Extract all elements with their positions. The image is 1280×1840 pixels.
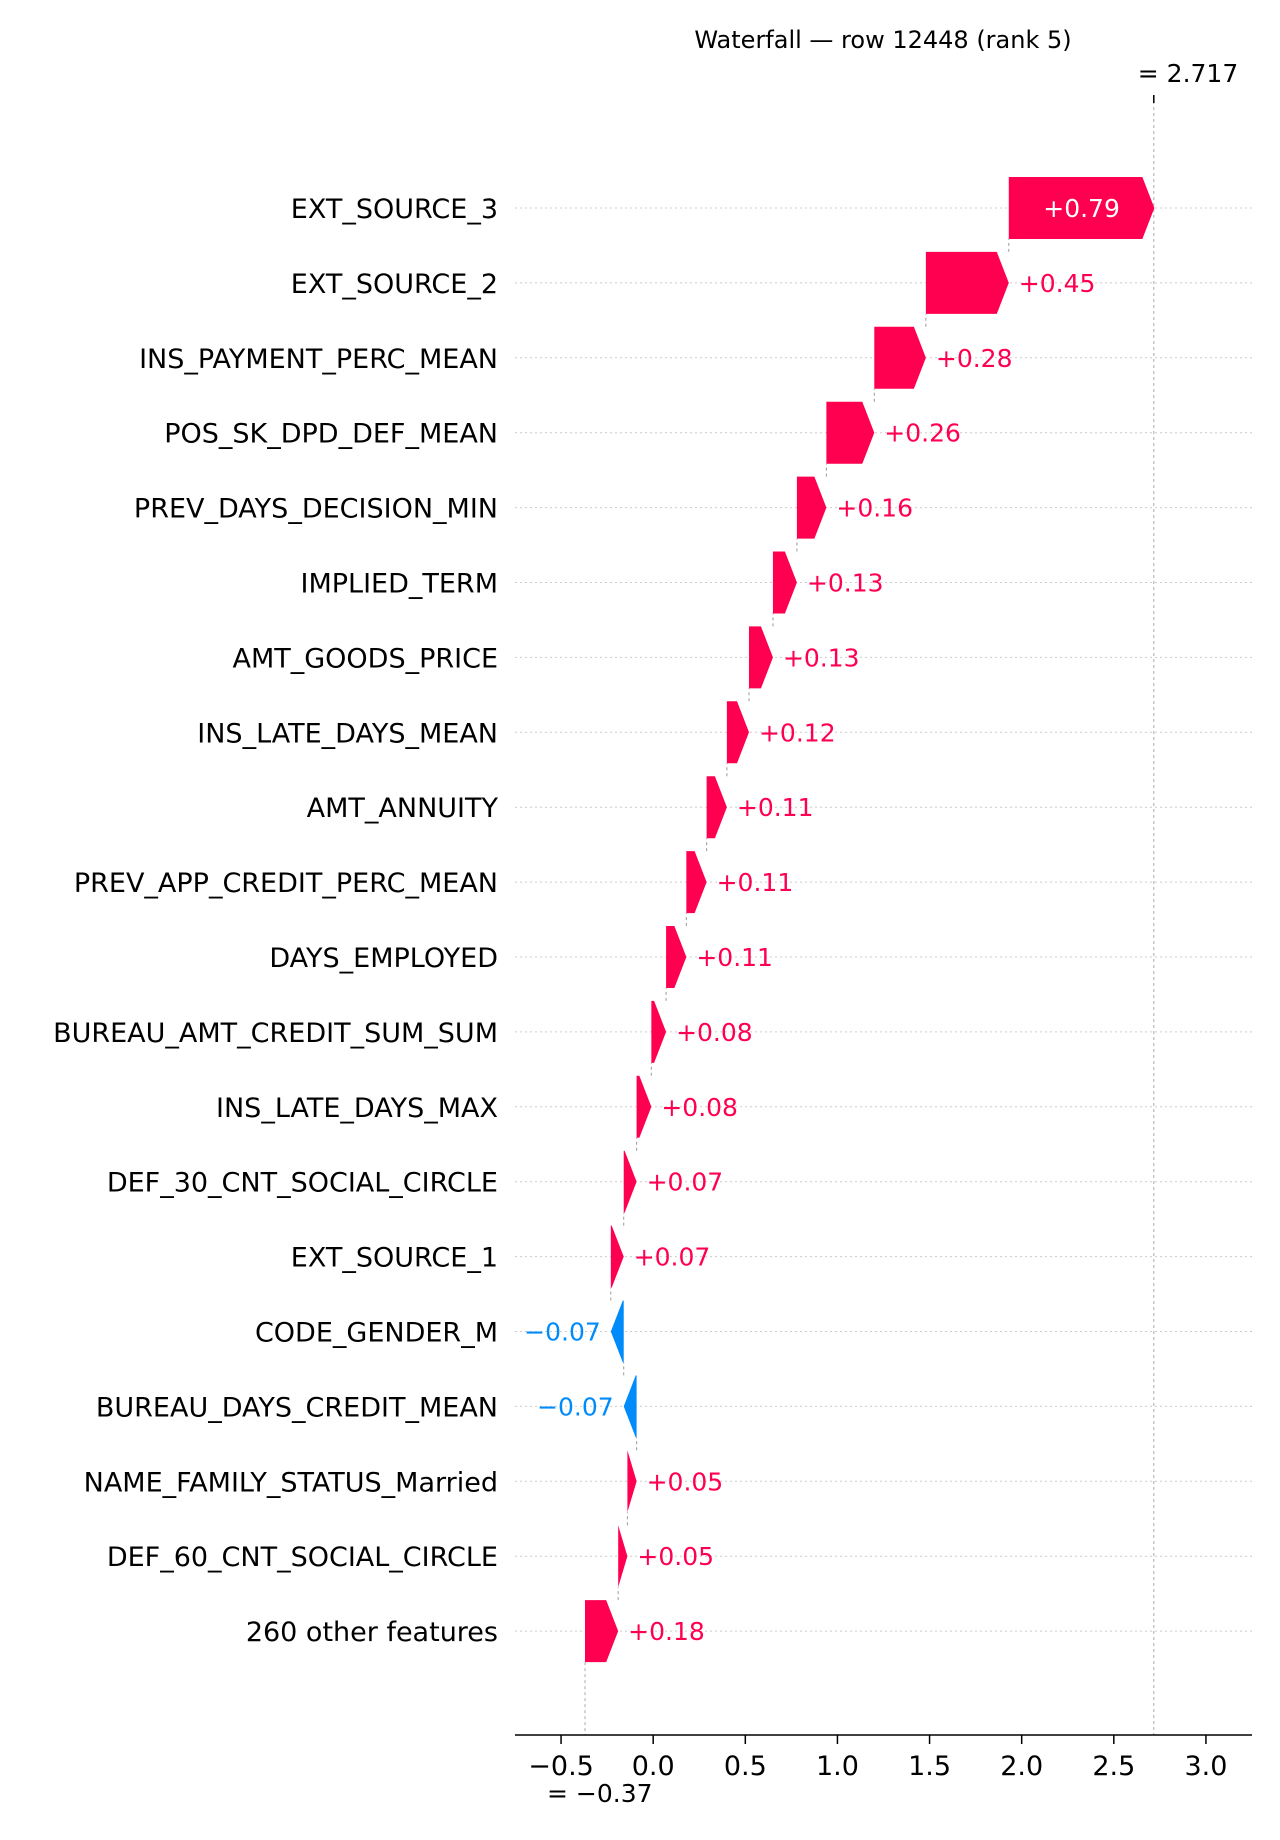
- bar-value-label: +0.26: [884, 419, 961, 448]
- feature-label: DEF_60_CNT_SOCIAL_CIRCLE: [107, 1542, 498, 1573]
- connector-lines: [584, 95, 1155, 1735]
- x-tick-label: −0.5: [528, 1751, 594, 1782]
- x-axis: −0.5 0.0 0.5 1.0 1.5 2.0 2.5 3.0: [515, 1734, 1252, 1782]
- bar-value-label: +0.28: [936, 344, 1013, 373]
- feature-label: PREV_APP_CREDIT_PERC_MEAN: [74, 868, 498, 899]
- feature-label: DEF_30_CNT_SOCIAL_CIRCLE: [107, 1168, 498, 1199]
- bar-value-label: −0.07: [537, 1392, 614, 1421]
- waterfall-bar: [706, 776, 727, 839]
- feature-label: NAME_FAMILY_STATUS_Married: [84, 1467, 498, 1498]
- feature-label: BUREAU_DAYS_CREDIT_MEAN: [96, 1392, 498, 1423]
- bar-value-label: +0.16: [836, 494, 913, 523]
- bar-value-label: +0.07: [634, 1243, 711, 1272]
- bar-value-label: +0.05: [637, 1542, 714, 1571]
- feature-label: AMT_ANNUITY: [307, 793, 499, 824]
- feature-label: PREV_DAYS_DECISION_MIN: [134, 494, 498, 525]
- feature-label: BUREAU_AMT_CREDIT_SUM_SUM: [53, 1018, 498, 1049]
- bar-value-label: +0.11: [696, 943, 773, 972]
- feature-label: IMPLIED_TERM: [300, 569, 498, 600]
- bar-value-label: +0.08: [661, 1093, 738, 1122]
- feature-label: EXT_SOURCE_3: [291, 194, 498, 225]
- bar-value-label: +0.45: [1019, 269, 1096, 298]
- waterfall-bar: [618, 1525, 628, 1588]
- feature-label: POS_SK_DPD_DEF_MEAN: [164, 419, 498, 450]
- bar-value-label: +0.07: [647, 1168, 724, 1197]
- final-value-label: = 2.717: [1138, 59, 1238, 88]
- feature-label: 260 other features: [246, 1617, 498, 1648]
- waterfall-bar: [772, 551, 797, 614]
- waterfall-bar: [874, 326, 926, 389]
- bar-value-label: +0.12: [759, 718, 836, 747]
- bar-value-label: +0.11: [717, 868, 794, 897]
- waterfall-bar: [623, 1150, 637, 1213]
- bar-value-label: +0.11: [737, 793, 814, 822]
- feature-label: AMT_GOODS_PRICE: [232, 643, 498, 674]
- bar-value-label: +0.18: [628, 1617, 705, 1646]
- bar-value-label: +0.13: [783, 643, 860, 672]
- waterfall-bar: [666, 926, 687, 988]
- feature-label: CODE_GENDER_M: [255, 1318, 498, 1349]
- bar-value-label: −0.07: [524, 1318, 601, 1347]
- fx-markers: = 2.717 = −0.37: [547, 59, 1238, 1808]
- x-tick-label: 1.5: [908, 1751, 951, 1782]
- bar-value-label: +0.05: [647, 1467, 724, 1496]
- waterfall-bar: [610, 1225, 624, 1288]
- x-tick-label: 0.0: [632, 1751, 675, 1782]
- x-tick-label: 2.0: [1000, 1751, 1043, 1782]
- x-tick-label: 1.0: [816, 1751, 859, 1782]
- waterfall-bar: [627, 1450, 637, 1513]
- feature-label: INS_PAYMENT_PERC_MEAN: [139, 344, 498, 375]
- waterfall-bar: [796, 476, 827, 539]
- bar-value-label: +0.79: [1043, 194, 1120, 223]
- waterfall-bar: [585, 1600, 619, 1663]
- waterfall-bar: [610, 1300, 624, 1363]
- x-tick-label: 0.5: [724, 1751, 767, 1782]
- waterfall-bar: [925, 251, 1009, 314]
- waterfall-bar: [651, 1000, 667, 1063]
- base-value-label: = −0.37: [547, 1779, 653, 1808]
- bar-value-label: +0.08: [676, 1018, 753, 1047]
- waterfall-bar: [636, 1075, 652, 1138]
- waterfall-bar: [686, 851, 707, 914]
- chart-title: Waterfall — row 12448 (rank 5): [694, 26, 1071, 54]
- feature-label: DAYS_EMPLOYED: [269, 943, 498, 974]
- bar-value-label: +0.13: [807, 569, 884, 598]
- feature-label: INS_LATE_DAYS_MEAN: [197, 718, 498, 749]
- waterfall-bar: [623, 1375, 637, 1438]
- feature-label: EXT_SOURCE_1: [291, 1243, 498, 1274]
- bars: [585, 177, 1155, 1663]
- x-tick-label: 2.5: [1092, 1751, 1135, 1782]
- waterfall-bar: [726, 701, 749, 764]
- feature-label: EXT_SOURCE_2: [291, 269, 498, 300]
- feature-labels: EXT_SOURCE_3 +0.79 EXT_SOURCE_2 +0.45 INS_PA…: [53, 194, 1120, 1648]
- feature-label: INS_LATE_DAYS_MAX: [216, 1093, 498, 1124]
- waterfall-bar: [1008, 177, 1155, 239]
- x-tick-label: 3.0: [1184, 1751, 1227, 1782]
- waterfall-bar: [826, 401, 875, 464]
- waterfall-bar: [748, 626, 773, 689]
